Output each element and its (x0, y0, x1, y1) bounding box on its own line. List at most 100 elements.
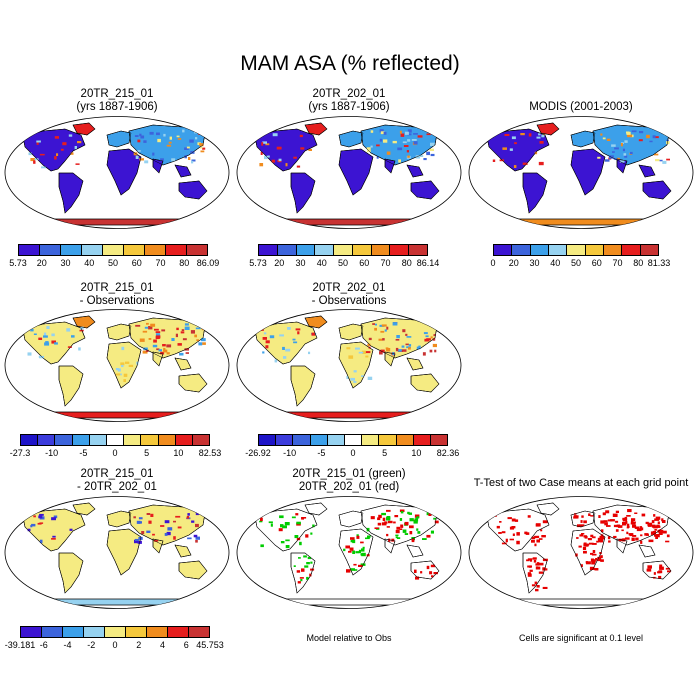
colorbar-tick-label: 40 (316, 258, 327, 268)
colorbar-tick-label: 70 (380, 258, 391, 268)
colorbar-swatch (124, 435, 142, 445)
colorbar-swatch (259, 435, 277, 445)
colorbar-swatch (21, 435, 39, 445)
colorbar-tick-label: 50 (570, 258, 582, 268)
colorbar-tick-label: 5 (382, 448, 388, 458)
colorbar-tick-label: 20 (274, 258, 285, 268)
colorbar-swatch (296, 245, 316, 255)
map-panel-7 (236, 496, 462, 609)
colorbar-swatch (293, 435, 311, 445)
colorbar-tick-label: 50 (337, 258, 349, 268)
colorbar-swatch (379, 435, 397, 445)
colorbar-tick-label: 10 (411, 448, 422, 458)
colorbar-labels-panel-3: 0 20 30 40 50 60 70 80 81.33 (490, 258, 670, 270)
colorbar-tick-label: 5.73 (9, 258, 27, 268)
map-panel-4 (4, 309, 230, 422)
colorbar-swatch (390, 245, 410, 255)
colorbar-swatch (166, 245, 187, 255)
colorbar-tick-label: 50 (107, 258, 119, 268)
colorbar-swatch (145, 245, 166, 255)
colorbar-swatch (259, 245, 278, 255)
colorbar-tick-label: 30 (529, 258, 540, 268)
colorbar-swatch (105, 627, 126, 637)
panel-5-title: 20TR_202_01- Observations (311, 282, 387, 307)
colorbar-swatch (327, 435, 345, 445)
colorbar-tick-label: 0 (112, 448, 118, 458)
colorbar-swatch (430, 435, 448, 445)
colorbar-swatch (622, 245, 641, 255)
colorbar-panel-5 (258, 434, 448, 446)
colorbar-tick-label: 80 (633, 258, 644, 268)
colorbar-tick-label: 40 (84, 258, 95, 268)
colorbar-swatch (344, 435, 363, 445)
colorbar-swatch (103, 245, 124, 255)
colorbar-swatch (61, 245, 82, 255)
colorbar-tick-label: 6 (183, 640, 189, 650)
panel-4-title: 20TR_215_01- Observations (79, 282, 155, 307)
colorbar-swatch (640, 245, 658, 255)
colorbar-swatch (362, 435, 380, 445)
colorbar-tick-label: -26.92 (245, 448, 271, 458)
colorbar-tick-label: -4 (63, 640, 72, 650)
colorbar-swatch (192, 435, 210, 445)
colorbar-panel-3 (493, 244, 659, 256)
colorbar-swatch (352, 245, 372, 255)
colorbar-tick-label: -39.181 (4, 640, 36, 650)
colorbar-swatch (38, 435, 56, 445)
panel-2-title: 20TR_202_01 (yrs 1887-1906) (308, 88, 390, 113)
colorbar-swatch (277, 245, 297, 255)
map-panel-5 (236, 309, 462, 422)
colorbar-swatch (124, 245, 145, 255)
colorbar-panel-2 (258, 244, 428, 256)
colorbar-swatch (334, 245, 353, 255)
colorbar-tick-label: 0 (350, 448, 356, 458)
colorbar-swatch (55, 435, 73, 445)
colorbar-tick-label: -6 (39, 640, 48, 650)
colorbar-swatch (72, 435, 90, 445)
colorbar-swatch (63, 627, 84, 637)
colorbar-swatch (315, 245, 335, 255)
colorbar-swatch (84, 627, 105, 637)
colorbar-swatch (567, 245, 586, 255)
colorbar-tick-label: -10 (45, 448, 59, 458)
colorbar-tick-label: 82.36 (436, 448, 460, 458)
colorbar-tick-label: 45.753 (196, 640, 224, 650)
colorbar-swatch (187, 245, 207, 255)
colorbar-tick-label: 30 (295, 258, 306, 268)
colorbar-tick-label: 70 (612, 258, 623, 268)
colorbar-tick-label: 81.33 (647, 258, 671, 268)
colorbar-tick-label: 30 (60, 258, 71, 268)
colorbar-swatch (106, 435, 125, 445)
colorbar-swatch (141, 435, 159, 445)
colorbar-tick-label: 20 (36, 258, 47, 268)
colorbar-tick-label: 60 (359, 258, 370, 268)
colorbar-swatch (42, 627, 63, 637)
colorbar-tick-label: 82.53 (198, 448, 222, 458)
colorbar-tick-label: 70 (155, 258, 166, 268)
colorbar-tick-label: 86.14 (416, 258, 440, 268)
panel-7-title: 20TR_215_01 (green) 20TR_202_01 (red) (292, 468, 406, 493)
colorbar-swatch (126, 627, 147, 637)
colorbar-tick-label: 80 (179, 258, 190, 268)
colorbar-tick-label: -5 (317, 448, 326, 458)
colorbar-swatch (158, 435, 176, 445)
colorbar-swatch (310, 435, 328, 445)
colorbar-swatch (189, 627, 209, 637)
colorbar-tick-label: 10 (173, 448, 184, 458)
colorbar-tick-label: -27.3 (9, 448, 31, 458)
colorbar-swatch (413, 435, 431, 445)
colorbar-swatch (396, 435, 414, 445)
map-panel-6 (4, 496, 230, 609)
colorbar-tick-label: -10 (283, 448, 297, 458)
colorbar-swatch (175, 435, 193, 445)
colorbar-tick-label: 0 (490, 258, 496, 268)
colorbar-labels-panel-1: 5.73 20 30 40 50 60 70 80 86.09 (9, 258, 219, 270)
colorbar-tick-label: -5 (79, 448, 88, 458)
colorbar-labels-panel-2: 5.73 20 30 40 50 60 70 80 86.14 (249, 258, 439, 270)
colorbar-tick-label: 20 (508, 258, 519, 268)
colorbar-swatch (21, 627, 42, 637)
colorbar-tick-label: 60 (591, 258, 602, 268)
colorbar-swatch (530, 245, 549, 255)
colorbar-tick-label: 80 (401, 258, 412, 268)
colorbar-swatch (603, 245, 623, 255)
